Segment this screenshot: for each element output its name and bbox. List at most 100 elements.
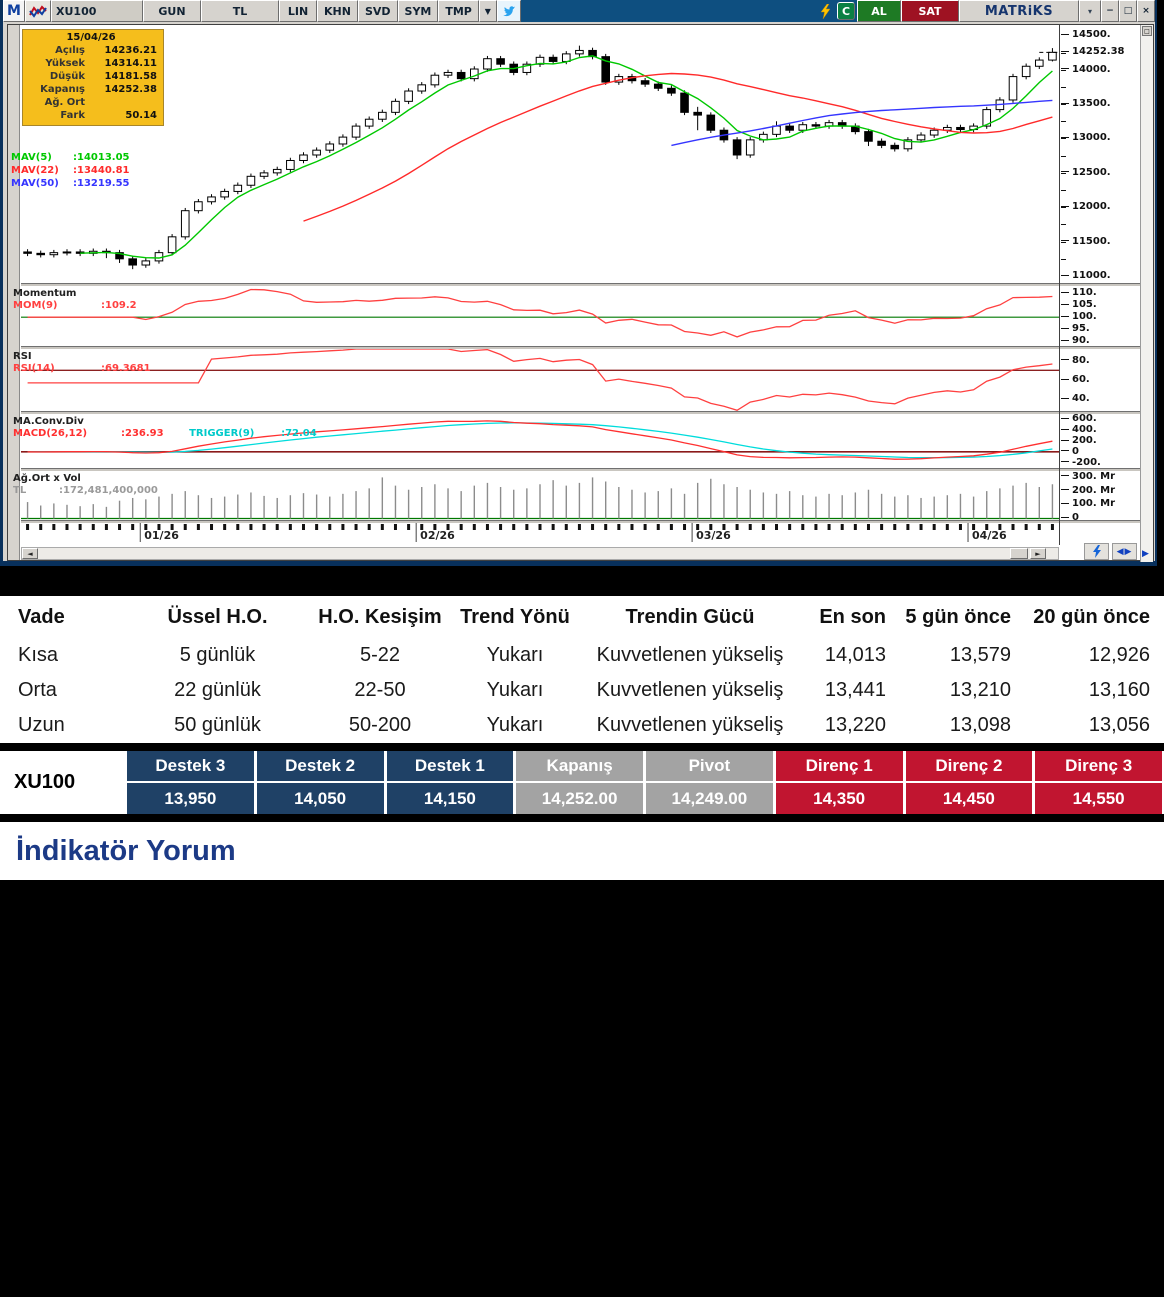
trend-table-header: Vade Üssel H.O. H.O. Kesişim Trend Yönü … <box>0 596 1164 638</box>
close-value: 14252.38 <box>104 84 157 95</box>
scroll-left-button[interactable]: ◄ <box>22 548 38 559</box>
close-header: Kapanış <box>516 751 643 781</box>
svg-text:02/26: 02/26 <box>420 529 455 542</box>
axis-separator <box>1059 25 1060 545</box>
twitter-icon[interactable] <box>496 0 521 22</box>
app-menu-button[interactable]: M <box>3 0 25 22</box>
symbol-field[interactable]: XU100 <box>51 0 143 22</box>
price-panel-canvas[interactable] <box>21 25 1059 283</box>
table-border <box>0 814 1164 822</box>
chevron-down-icon[interactable]: ▼ <box>478 0 497 22</box>
momentum-panel-canvas[interactable] <box>21 286 1059 346</box>
matriks-chart-window: M XU100 GUN TL LIN KHN SVD SYM TMP ▼ <box>0 0 1157 566</box>
matriks-logo-icon <box>25 0 51 22</box>
sell-button[interactable]: SAT <box>901 0 959 22</box>
resistance2-value: 14,450 <box>905 783 1033 814</box>
button-khn[interactable]: KHN <box>317 0 358 22</box>
resistance2-header: Direnç 2 <box>905 751 1033 781</box>
chart-corner-tools: ◀▶ <box>1084 543 1137 560</box>
trend-row-mid: Orta 22 günlük 22-50 Yukarı Kuvvetlenen … <box>0 673 1164 708</box>
ohlc-info-box: 15/04/26 Açılış 14236.21 Yüksek 14314.11 D… <box>22 29 164 126</box>
col-header: H.O. Kesişim <box>318 605 442 628</box>
matriks-brand-logo: MATRiKS <box>959 0 1079 22</box>
vscroll-play-icon[interactable]: ▶ <box>1142 549 1149 559</box>
mav-legend: MAV(5):14013.05 MAV(22):13440.81 MAV(50)… <box>11 152 130 189</box>
support3-value: 13,950 <box>127 783 254 814</box>
trend-row-short: Kısa 5 günlük 5-22 Yukarı Kuvvetlenen yü… <box>0 638 1164 673</box>
chart-area: 01/26 02/26 03/26 04/26 15/04/26 Açılış 1423… <box>7 24 1154 562</box>
rsi-label: RSI RSI(14):69.3681 <box>13 351 151 374</box>
resistance3-value: 14,550 <box>1035 783 1162 814</box>
open-value: 14236.21 <box>104 45 157 56</box>
restore-icon[interactable]: □ <box>1119 0 1137 22</box>
titlebar-dropdown-icon[interactable]: ▾ <box>1079 0 1101 22</box>
support1-value: 14,150 <box>386 783 514 814</box>
buy-button[interactable]: AL <box>857 0 901 22</box>
period-button-gun[interactable]: GUN <box>143 0 201 22</box>
trigger-label: TRIGGER(9):72.04 <box>189 428 317 439</box>
close-value-cell: 14,252.00 <box>516 783 643 814</box>
col-header: Üssel H.O. <box>167 605 268 628</box>
col-header: 20 gün önce <box>1033 605 1150 628</box>
support3-header: Destek 3 <box>127 751 254 781</box>
macd-panel-canvas[interactable] <box>21 414 1059 468</box>
left-gutter <box>8 25 20 560</box>
c-badge-icon[interactable]: C <box>837 2 855 20</box>
horizontal-scrollbar[interactable]: ◄ ► <box>21 547 1059 560</box>
vertical-scrollbar[interactable]: □ ▶ <box>1140 25 1153 562</box>
high-value: 14314.11 <box>104 58 157 69</box>
rsi-panel-canvas[interactable] <box>21 348 1059 412</box>
ohlc-date: 15/04/26 <box>66 32 116 43</box>
pivot-value: 14,249.00 <box>646 783 773 814</box>
support1-header: Destek 1 <box>386 751 514 781</box>
titlebar-spacer <box>520 0 815 22</box>
support2-value: 14,050 <box>256 783 384 814</box>
panel-divider[interactable] <box>21 283 1153 286</box>
low-value: 14181.58 <box>104 71 157 82</box>
button-svd[interactable]: SVD <box>357 0 398 22</box>
section-heading-strip: İndikatör Yorum <box>0 822 1164 880</box>
svg-text:04/26: 04/26 <box>972 529 1007 542</box>
macd-label: MA.Conv.Div MACD(26,12):236.93 TRIGGER(9… <box>13 416 317 439</box>
titlebar: M XU100 GUN TL LIN KHN SVD SYM TMP ▼ <box>3 0 1155 22</box>
pivot-symbol: XU100 <box>0 751 124 814</box>
currency-button-tl[interactable]: TL <box>201 0 279 22</box>
panel-divider[interactable] <box>21 411 1153 414</box>
svg-text:01/26: 01/26 <box>144 529 179 542</box>
refresh-lightning-icon[interactable] <box>1084 543 1109 560</box>
volume-panel-canvas[interactable] <box>21 471 1059 520</box>
close-icon[interactable]: × <box>1137 0 1155 22</box>
panel-divider[interactable] <box>21 346 1153 349</box>
col-header: Trend Yönü <box>460 605 570 628</box>
resistance1-value: 14,350 <box>775 783 903 814</box>
col-header: Trendin Gücü <box>625 605 755 628</box>
change-value: 50.14 <box>125 110 157 121</box>
pivot-table: XU100 Destek 3 Destek 2 Destek 1 Kapanış… <box>0 751 1164 814</box>
table-border <box>0 743 1164 751</box>
scale-button-lin[interactable]: LIN <box>279 0 317 22</box>
button-sym[interactable]: SYM <box>397 0 439 22</box>
page-title: İndikatör Yorum <box>16 834 236 867</box>
col-header: 5 gün önce <box>905 605 1011 628</box>
resistance1-header: Direnç 1 <box>775 751 903 781</box>
button-tmp[interactable]: TMP <box>438 0 479 22</box>
minimize-icon[interactable]: − <box>1101 0 1119 22</box>
scroll-right-button[interactable]: ► <box>1030 548 1046 559</box>
pane-box-icon[interactable]: □ <box>1142 26 1152 36</box>
col-header: Vade <box>18 605 65 628</box>
panel-divider[interactable] <box>21 468 1153 471</box>
momentum-label: Momentum MOM(9):109.2 <box>13 288 137 311</box>
col-header: En son <box>819 605 886 628</box>
scrollbar-thumb[interactable] <box>1010 548 1028 559</box>
analysis-tables: Vade Üssel H.O. H.O. Kesişim Trend Yönü … <box>0 588 1164 880</box>
volume-label: Ağ.Ort x Vol TL:172,481,400,000 <box>13 473 158 496</box>
panel-divider[interactable] <box>21 520 1153 523</box>
lightning-icon[interactable] <box>815 0 835 22</box>
support2-header: Destek 2 <box>256 751 384 781</box>
resistance3-header: Direnç 3 <box>1035 751 1162 781</box>
pivot-header: Pivot <box>646 751 773 781</box>
svg-text:03/26: 03/26 <box>696 529 731 542</box>
step-arrows-icon[interactable]: ◀▶ <box>1112 543 1137 560</box>
trend-row-long: Uzun 50 günlük 50-200 Yukarı Kuvvetlenen… <box>0 708 1164 743</box>
